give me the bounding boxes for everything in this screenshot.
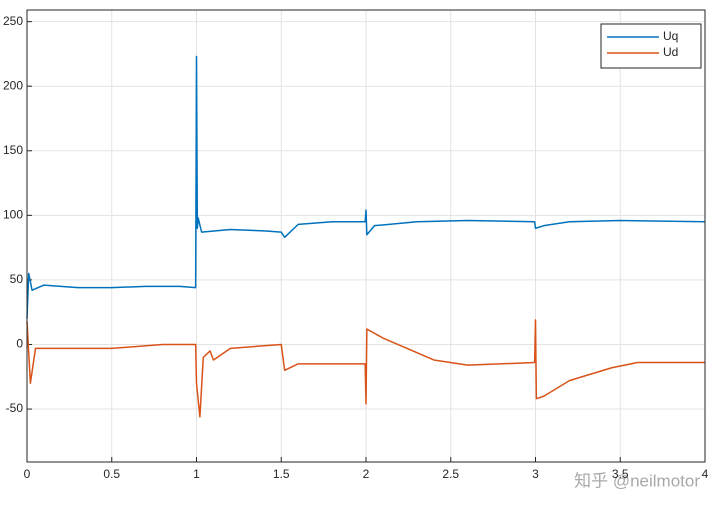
y-tick-label: 200 (3, 78, 23, 92)
series-line (26, 55, 706, 319)
series-line (26, 319, 705, 418)
legend-label: Ud (663, 45, 678, 59)
y-tick-label: 100 (3, 208, 23, 222)
y-tick-label: 50 (10, 272, 24, 286)
x-tick-label: 4 (702, 467, 709, 481)
plot-frame (26, 9, 706, 463)
y-tick-label: 0 (16, 337, 23, 351)
y-tick-label: 150 (3, 143, 23, 157)
watermark: 知乎 @neilmotor (574, 471, 700, 490)
legend: Uq Ud (600, 23, 702, 69)
x-tick-label: 0 (24, 467, 31, 481)
x-tick-label: 2 (363, 467, 370, 481)
x-tick-label: 0.5 (103, 467, 120, 481)
y-tick-label: 250 (3, 14, 23, 28)
x-tick-label: 1 (193, 467, 200, 481)
plot-lines (26, 55, 706, 418)
x-tick-label: 3 (532, 467, 539, 481)
x-tick-label: 3.5 (612, 467, 629, 481)
x-tick-label: 1.5 (273, 467, 290, 481)
x-tick-label: 2.5 (442, 467, 459, 481)
legend-label: Uq (663, 29, 678, 43)
legend-box (600, 23, 702, 69)
y-tick-label: -50 (6, 401, 24, 415)
